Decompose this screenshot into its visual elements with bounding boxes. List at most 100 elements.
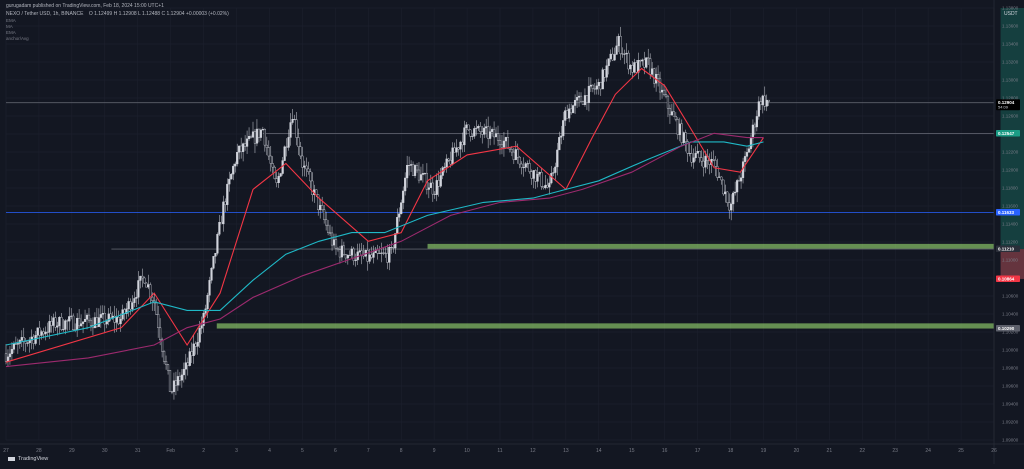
candle-body	[328, 232, 332, 234]
candle-body	[95, 317, 98, 327]
candle-body	[307, 168, 310, 172]
candle-body	[212, 256, 215, 269]
x-tick-label: 7	[367, 448, 370, 454]
candle-body	[232, 165, 235, 175]
candle-body	[6, 356, 10, 362]
candle-body	[97, 317, 100, 327]
candle-body	[619, 36, 622, 54]
candle-body	[447, 158, 450, 161]
candle-body	[131, 302, 134, 310]
candle-body	[238, 145, 241, 153]
candle-body	[645, 57, 648, 68]
candle-body	[79, 323, 83, 327]
candle-body	[220, 222, 223, 225]
candle-body	[463, 127, 466, 146]
candle-body	[477, 126, 480, 129]
candle-body	[127, 301, 130, 310]
symbol-text[interactable]: NEXO / Tether USD, 1h, BINANCE	[6, 11, 84, 17]
candle-body	[668, 108, 672, 116]
candle-body	[378, 252, 381, 254]
position-tool[interactable]	[1000, 8, 1024, 279]
candle-body	[609, 53, 612, 59]
candle-body	[394, 233, 397, 249]
indicator-legend-ma[interactable]: MA	[6, 24, 13, 29]
candle-body	[656, 74, 660, 80]
candle-body	[421, 173, 425, 175]
candle-body	[291, 119, 294, 123]
candle-body	[562, 120, 565, 137]
candle-body	[129, 301, 132, 310]
candle-body	[4, 353, 8, 362]
candle-body	[170, 391, 174, 393]
candle-body	[575, 97, 579, 101]
y-tick-label: 1.09800	[1002, 366, 1019, 371]
candle-body	[319, 205, 322, 210]
candle-body	[396, 217, 399, 234]
indicator-legend-anchor[interactable]: anchor/Avg	[6, 36, 29, 41]
candle-body	[510, 149, 513, 153]
candle-body	[678, 123, 681, 135]
candle-body	[712, 159, 715, 161]
x-tick-label: 31	[135, 448, 141, 454]
tradingview-logo-icon	[8, 456, 15, 461]
candle-body	[720, 176, 723, 181]
candle-body	[62, 329, 65, 331]
candle-body	[287, 137, 290, 148]
candle-body	[204, 308, 207, 314]
candle-body	[607, 58, 610, 66]
candle-body	[413, 165, 417, 176]
x-tick-label: 13	[563, 448, 569, 454]
tradingview-logo[interactable]: TradingView	[8, 456, 48, 462]
x-tick-label: Feb	[166, 448, 175, 454]
candle-body	[680, 123, 683, 143]
candle-body	[445, 158, 448, 168]
candle-body	[459, 141, 462, 150]
candle-body	[524, 163, 527, 168]
candle-body	[99, 314, 102, 318]
candle-body	[406, 165, 409, 179]
candle-body	[149, 284, 152, 298]
candle-body	[694, 153, 697, 159]
y-tick-label: 1.11200	[1002, 240, 1018, 245]
candle-body	[516, 149, 519, 158]
candle-body	[419, 174, 423, 181]
candle-body	[548, 182, 551, 188]
time-axis[interactable]: 27 28 29 30 31 Feb 2 3 4 5 6 7 8 9 10 11 12 13 14 15 16 17 18 1…	[0, 443, 1024, 454]
candle-body	[32, 336, 35, 344]
candle-body	[629, 65, 632, 70]
candle-body	[747, 148, 751, 153]
candle-body	[317, 194, 320, 210]
candle-body	[631, 65, 634, 73]
candle-body	[743, 156, 747, 162]
indicator-legend-ema-1[interactable]: EMA	[6, 18, 16, 23]
candle-body	[360, 250, 363, 256]
candle-body	[698, 151, 701, 158]
candle-body	[398, 213, 401, 218]
candle-body	[415, 165, 419, 171]
y-tick-label: 1.13400	[1002, 42, 1019, 47]
candle-body	[492, 129, 496, 138]
candle-body	[386, 253, 389, 263]
x-tick-label: 26	[991, 448, 997, 454]
candle-body	[64, 320, 67, 330]
candle-body	[103, 312, 106, 325]
y-tick-label: 1.12200	[1002, 150, 1019, 155]
x-tick-label: 16	[662, 448, 668, 454]
price-label-countdown: 54:09	[998, 105, 1009, 110]
candle-body	[222, 201, 225, 225]
indicator-legend-ema-2[interactable]: EMA	[6, 30, 16, 35]
candle-body	[404, 177, 407, 192]
candle-body	[487, 126, 490, 139]
candle-body	[216, 234, 219, 254]
candle-body	[210, 268, 213, 281]
candle-body	[635, 62, 638, 73]
candle-body	[568, 108, 571, 119]
candle-body	[249, 136, 253, 138]
candle-body	[206, 294, 209, 310]
ma-line	[5, 141, 764, 346]
x-tick-label: 15	[629, 448, 635, 454]
candle-body	[16, 343, 19, 345]
candle-body	[672, 111, 675, 117]
